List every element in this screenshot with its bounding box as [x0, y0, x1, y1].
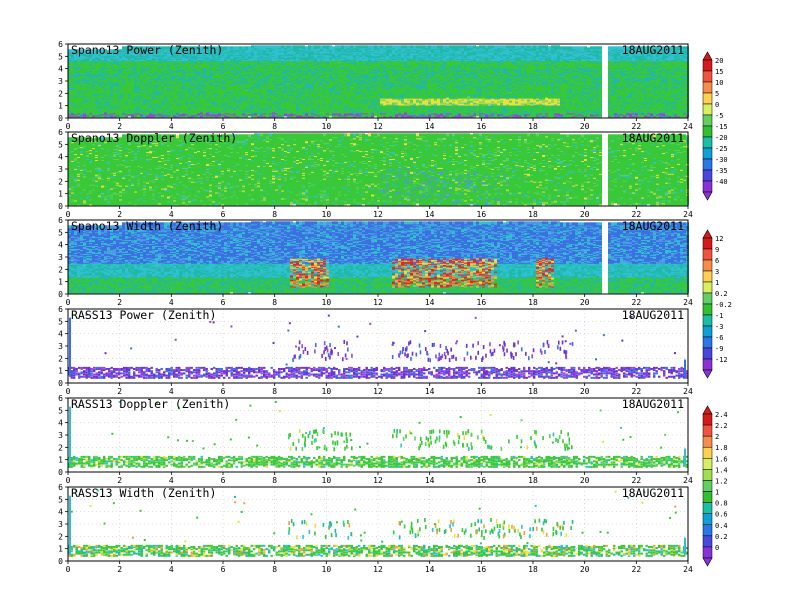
heat-cell — [233, 46, 236, 50]
heat-cell — [104, 111, 107, 115]
heat-cell — [131, 46, 134, 50]
heat-cell — [245, 90, 248, 94]
heat-cell — [227, 46, 230, 50]
heat-cell — [251, 45, 254, 49]
heat-cell — [95, 98, 98, 102]
heat-cell — [113, 99, 116, 103]
heat-cell — [281, 45, 284, 49]
heat-cell — [122, 99, 125, 103]
heat-cell — [110, 49, 113, 53]
heat-cell — [287, 45, 290, 49]
heat-cell — [125, 46, 128, 50]
heat-cell — [83, 49, 86, 53]
heat-cell — [95, 49, 98, 53]
heat-cell — [263, 45, 266, 49]
heat-cell — [128, 48, 131, 52]
heat-cell — [113, 49, 116, 53]
heat-cell — [92, 49, 95, 53]
heat-cell — [128, 46, 131, 50]
heat-cell — [68, 79, 71, 83]
heat-cell — [98, 49, 101, 53]
heat-cell — [101, 108, 104, 112]
heat-cell — [116, 61, 119, 65]
heat-cell — [74, 92, 77, 96]
heat-cell — [125, 78, 128, 82]
heat-cell — [86, 80, 89, 84]
heat-cell — [284, 45, 287, 49]
heat-cell — [83, 58, 86, 62]
heat-cell — [113, 78, 116, 82]
heat-cell — [92, 69, 95, 73]
heat-cell — [86, 49, 89, 53]
heat-cell — [134, 46, 137, 50]
heat-cell — [74, 73, 77, 77]
heat-cell — [140, 113, 143, 117]
heat-cell — [80, 107, 83, 111]
heat-cell — [89, 49, 92, 53]
heat-cell — [269, 45, 272, 49]
heat-cell — [254, 45, 257, 49]
heat-cell — [230, 46, 233, 50]
heat-cell — [80, 49, 83, 53]
heat-cell — [236, 46, 239, 50]
heat-cell — [71, 104, 74, 108]
heat-cell — [89, 74, 92, 78]
heat-cell — [89, 97, 92, 101]
heat-cell — [89, 72, 92, 76]
heat-cell — [107, 50, 110, 54]
heat-cell — [224, 46, 227, 50]
heat-cell — [68, 49, 71, 53]
heat-cell — [128, 99, 131, 103]
heat-cell — [260, 45, 263, 49]
heat-cell — [242, 46, 245, 50]
heat-cell — [83, 99, 86, 103]
heat-cell — [134, 71, 137, 75]
heat-cell — [98, 51, 101, 55]
heat-cell — [77, 72, 80, 76]
heat-cell — [272, 45, 275, 49]
heat-cell — [239, 46, 242, 50]
heat-cell — [80, 85, 83, 89]
heat-cell — [77, 90, 80, 94]
heat-cell — [77, 49, 80, 53]
heat-cell — [98, 73, 101, 77]
heat-cell — [137, 83, 140, 87]
heat-cell — [95, 83, 98, 87]
heat-cell — [125, 90, 128, 94]
heat-cell — [128, 101, 131, 105]
heat-cell — [287, 83, 290, 87]
heat-cell — [128, 55, 131, 59]
heat-cell — [131, 110, 134, 114]
heat-cell — [77, 68, 80, 72]
heat-cell — [215, 74, 218, 78]
heat-cell — [134, 97, 137, 101]
heat-cell — [266, 45, 269, 49]
heat-cell — [257, 45, 260, 49]
heat-cell — [119, 49, 122, 53]
heat-cell — [113, 61, 116, 65]
heat-cell — [122, 46, 125, 50]
heat-cell — [104, 49, 107, 53]
heat-cell — [74, 49, 77, 53]
heat-cell — [71, 49, 74, 53]
heat-cell — [278, 45, 281, 49]
heat-cell — [137, 46, 140, 50]
heat-cell — [119, 89, 122, 93]
heat-cell — [71, 64, 74, 68]
heat-cell — [275, 45, 278, 49]
heat-cell — [245, 46, 248, 50]
heat-cell — [248, 46, 251, 50]
heat-cell — [116, 49, 119, 53]
heat-cell — [80, 92, 83, 96]
heat-cell — [101, 49, 104, 53]
heat-cell — [68, 55, 71, 59]
